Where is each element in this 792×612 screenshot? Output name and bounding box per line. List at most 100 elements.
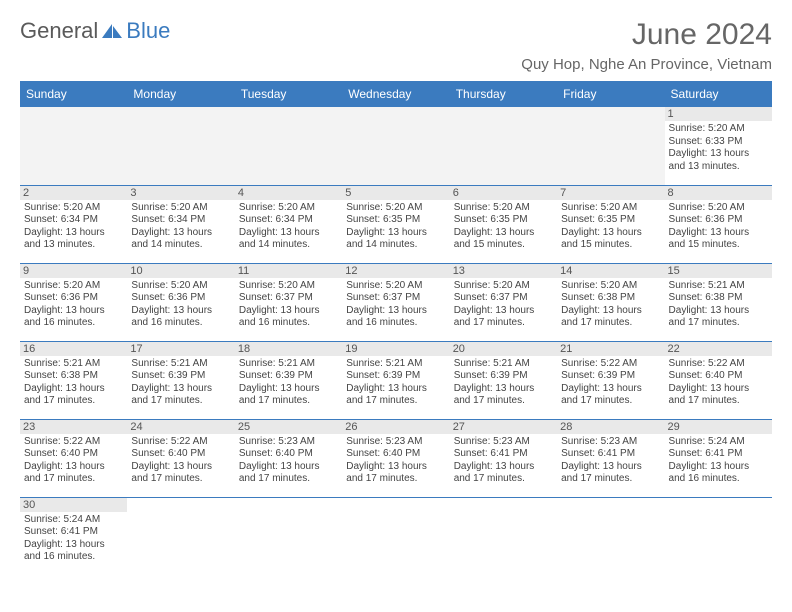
day-number: 12 bbox=[342, 264, 449, 278]
day-info: Sunrise: 5:20 AMSunset: 6:33 PMDaylight:… bbox=[669, 123, 768, 173]
calendar-cell: 23 Sunrise: 5:22 AMSunset: 6:40 PMDayligh… bbox=[20, 419, 127, 497]
header: General Blue June 2024 Quy Hop, Nghe An … bbox=[20, 18, 772, 73]
calendar-table: SundayMondayTuesdayWednesdayThursdayFrid… bbox=[20, 81, 772, 575]
title-block: June 2024 Quy Hop, Nghe An Province, Vie… bbox=[521, 18, 772, 73]
calendar-cell bbox=[557, 497, 664, 575]
calendar-cell: 5 Sunrise: 5:20 AMSunset: 6:35 PMDaylight… bbox=[342, 185, 449, 263]
day-info: Sunrise: 5:22 AMSunset: 6:40 PMDaylight:… bbox=[131, 436, 230, 486]
day-info: Sunrise: 5:23 AMSunset: 6:40 PMDaylight:… bbox=[346, 436, 445, 486]
weekday-header: Thursday bbox=[450, 81, 557, 107]
weekday-header: Monday bbox=[127, 81, 234, 107]
day-number: 10 bbox=[127, 264, 234, 278]
day-info: Sunrise: 5:20 AMSunset: 6:35 PMDaylight:… bbox=[346, 202, 445, 252]
day-number: 30 bbox=[20, 498, 127, 512]
day-info: Sunrise: 5:20 AMSunset: 6:36 PMDaylight:… bbox=[131, 280, 230, 330]
day-number: 13 bbox=[450, 264, 557, 278]
day-number: 15 bbox=[665, 264, 772, 278]
day-number: 7 bbox=[557, 186, 664, 200]
day-info: Sunrise: 5:20 AMSunset: 6:35 PMDaylight:… bbox=[454, 202, 553, 252]
calendar-row: 2 Sunrise: 5:20 AMSunset: 6:34 PMDaylight… bbox=[20, 185, 772, 263]
day-info: Sunrise: 5:22 AMSunset: 6:40 PMDaylight:… bbox=[669, 358, 768, 408]
calendar-cell bbox=[450, 107, 557, 185]
calendar-cell: 30 Sunrise: 5:24 AMSunset: 6:41 PMDayligh… bbox=[20, 497, 127, 575]
day-info: Sunrise: 5:21 AMSunset: 6:39 PMDaylight:… bbox=[454, 358, 553, 408]
calendar-cell bbox=[665, 497, 772, 575]
day-number: 6 bbox=[450, 186, 557, 200]
logo-sail-icon bbox=[100, 22, 124, 40]
calendar-cell: 17Sunrise: 5:21 AMSunset: 6:39 PMDayligh… bbox=[127, 341, 234, 419]
month-title: June 2024 bbox=[521, 18, 772, 52]
day-info: Sunrise: 5:23 AMSunset: 6:41 PMDaylight:… bbox=[454, 436, 553, 486]
day-number: 22 bbox=[665, 342, 772, 356]
day-number: 16 bbox=[20, 342, 127, 356]
day-number: 5 bbox=[342, 186, 449, 200]
day-info: Sunrise: 5:20 AMSunset: 6:34 PMDaylight:… bbox=[24, 202, 123, 252]
day-info: Sunrise: 5:21 AMSunset: 6:39 PMDaylight:… bbox=[239, 358, 338, 408]
day-info: Sunrise: 5:22 AMSunset: 6:40 PMDaylight:… bbox=[24, 436, 123, 486]
calendar-cell bbox=[342, 497, 449, 575]
logo-text-general: General bbox=[20, 18, 98, 44]
day-number: 19 bbox=[342, 342, 449, 356]
day-number: 29 bbox=[665, 420, 772, 434]
day-number: 2 bbox=[20, 186, 127, 200]
day-number: 21 bbox=[557, 342, 664, 356]
calendar-head: SundayMondayTuesdayWednesdayThursdayFrid… bbox=[20, 81, 772, 107]
day-info: Sunrise: 5:21 AMSunset: 6:38 PMDaylight:… bbox=[669, 280, 768, 330]
calendar-cell: 6 Sunrise: 5:20 AMSunset: 6:35 PMDaylight… bbox=[450, 185, 557, 263]
calendar-cell: 4 Sunrise: 5:20 AMSunset: 6:34 PMDaylight… bbox=[235, 185, 342, 263]
day-number: 23 bbox=[20, 420, 127, 434]
day-info: Sunrise: 5:24 AMSunset: 6:41 PMDaylight:… bbox=[669, 436, 768, 486]
day-number: 3 bbox=[127, 186, 234, 200]
calendar-body: 1 Sunrise: 5:20 AMSunset: 6:33 PMDaylight… bbox=[20, 107, 772, 575]
calendar-cell bbox=[557, 107, 664, 185]
day-info: Sunrise: 5:21 AMSunset: 6:39 PMDaylight:… bbox=[346, 358, 445, 408]
day-info: Sunrise: 5:20 AMSunset: 6:38 PMDaylight:… bbox=[561, 280, 660, 330]
calendar-cell: 3 Sunrise: 5:20 AMSunset: 6:34 PMDaylight… bbox=[127, 185, 234, 263]
calendar-cell bbox=[20, 107, 127, 185]
calendar-cell bbox=[235, 107, 342, 185]
calendar-row: 23 Sunrise: 5:22 AMSunset: 6:40 PMDayligh… bbox=[20, 419, 772, 497]
day-info: Sunrise: 5:20 AMSunset: 6:36 PMDaylight:… bbox=[669, 202, 768, 252]
weekday-header: Sunday bbox=[20, 81, 127, 107]
day-info: Sunrise: 5:23 AMSunset: 6:41 PMDaylight:… bbox=[561, 436, 660, 486]
calendar-cell: 20 Sunrise: 5:21 AMSunset: 6:39 PMDayligh… bbox=[450, 341, 557, 419]
day-number: 4 bbox=[235, 186, 342, 200]
day-number: 8 bbox=[665, 186, 772, 200]
day-number: 18 bbox=[235, 342, 342, 356]
weekday-header: Friday bbox=[557, 81, 664, 107]
day-info: Sunrise: 5:20 AMSunset: 6:34 PMDaylight:… bbox=[239, 202, 338, 252]
day-number: 27 bbox=[450, 420, 557, 434]
weekday-header: Wednesday bbox=[342, 81, 449, 107]
day-number: 1 bbox=[665, 107, 772, 121]
calendar-row: 16 Sunrise: 5:21 AMSunset: 6:38 PMDayligh… bbox=[20, 341, 772, 419]
day-number: 20 bbox=[450, 342, 557, 356]
calendar-cell: 12 Sunrise: 5:20 AMSunset: 6:37 PMDayligh… bbox=[342, 263, 449, 341]
day-number: 9 bbox=[20, 264, 127, 278]
day-number: 24 bbox=[127, 420, 234, 434]
calendar-cell: 10 Sunrise: 5:20 AMSunset: 6:36 PMDayligh… bbox=[127, 263, 234, 341]
weekday-header: Saturday bbox=[665, 81, 772, 107]
day-info: Sunrise: 5:20 AMSunset: 6:36 PMDaylight:… bbox=[24, 280, 123, 330]
calendar-cell: 16 Sunrise: 5:21 AMSunset: 6:38 PMDayligh… bbox=[20, 341, 127, 419]
day-info: Sunrise: 5:20 AMSunset: 6:35 PMDaylight:… bbox=[561, 202, 660, 252]
weekday-header: Tuesday bbox=[235, 81, 342, 107]
calendar-cell: 18 Sunrise: 5:21 AMSunset: 6:39 PMDayligh… bbox=[235, 341, 342, 419]
day-info: Sunrise: 5:21 AMSunset: 6:38 PMDaylight:… bbox=[24, 358, 123, 408]
calendar-cell: 1 Sunrise: 5:20 AMSunset: 6:33 PMDaylight… bbox=[665, 107, 772, 185]
day-info: Sunrise: 5:22 AMSunset: 6:39 PMDaylight:… bbox=[561, 358, 660, 408]
calendar-cell: 24 Sunrise: 5:22 AMSunset: 6:40 PMDayligh… bbox=[127, 419, 234, 497]
day-number: 25 bbox=[235, 420, 342, 434]
day-info: Sunrise: 5:20 AMSunset: 6:37 PMDaylight:… bbox=[346, 280, 445, 330]
day-info: Sunrise: 5:24 AMSunset: 6:41 PMDaylight:… bbox=[24, 514, 123, 564]
day-info: Sunrise: 5:20 AMSunset: 6:37 PMDaylight:… bbox=[239, 280, 338, 330]
calendar-cell: 19 Sunrise: 5:21 AMSunset: 6:39 PMDayligh… bbox=[342, 341, 449, 419]
day-number: 17 bbox=[127, 342, 234, 356]
day-info: Sunrise: 5:23 AMSunset: 6:40 PMDaylight:… bbox=[239, 436, 338, 486]
calendar-cell: 21 Sunrise: 5:22 AMSunset: 6:39 PMDayligh… bbox=[557, 341, 664, 419]
day-info: Sunrise: 5:20 AMSunset: 6:34 PMDaylight:… bbox=[131, 202, 230, 252]
day-info: Sunrise: 5:20 AMSunset: 6:37 PMDaylight:… bbox=[454, 280, 553, 330]
calendar-cell: 28 Sunrise: 5:23 AMSunset: 6:41 PMDayligh… bbox=[557, 419, 664, 497]
day-number: 28 bbox=[557, 420, 664, 434]
calendar-row: 30 Sunrise: 5:24 AMSunset: 6:41 PMDayligh… bbox=[20, 497, 772, 575]
calendar-cell bbox=[450, 497, 557, 575]
